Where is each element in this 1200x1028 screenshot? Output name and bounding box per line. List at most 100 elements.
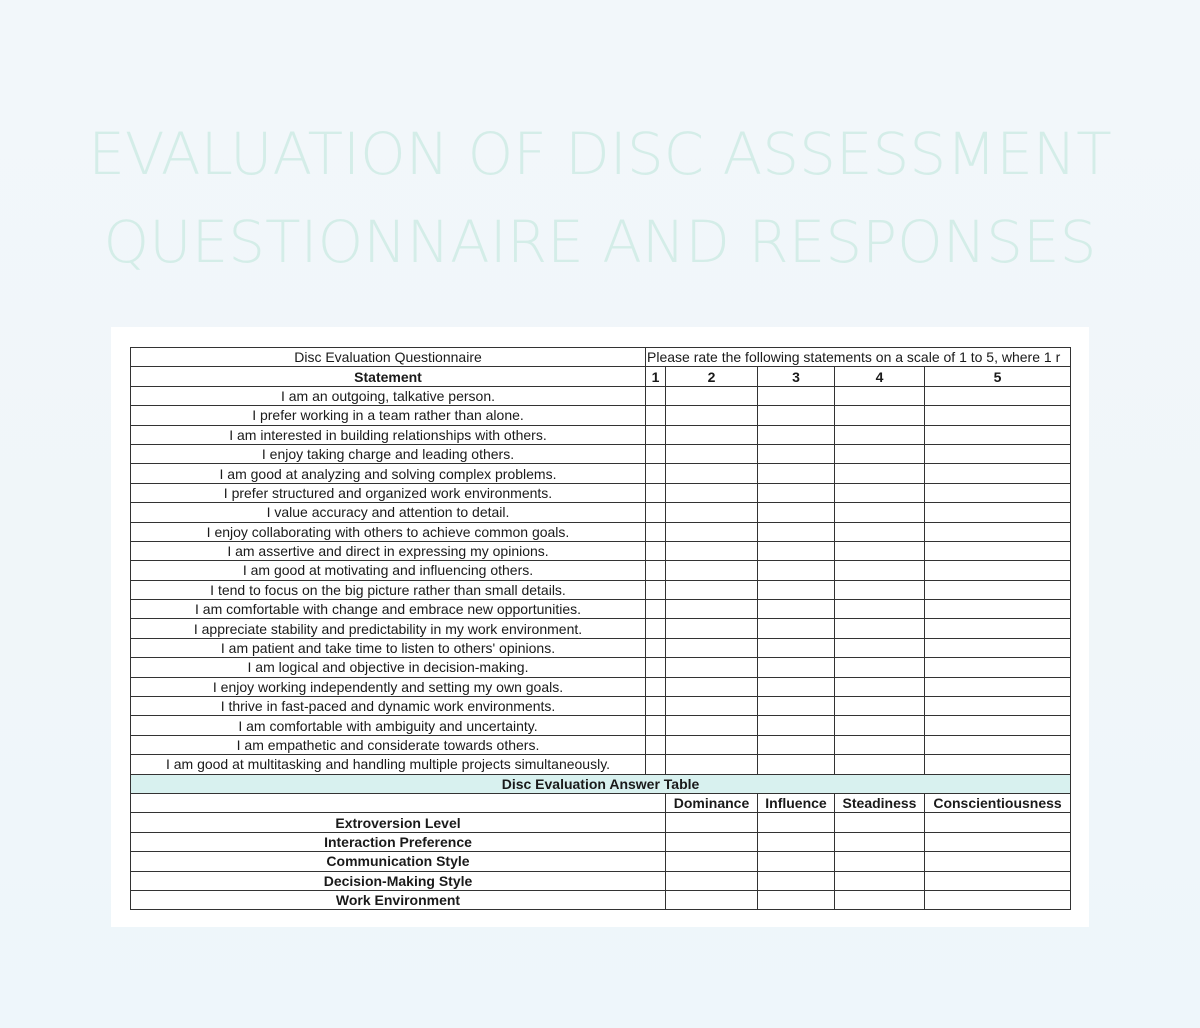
answer-cell-dominance[interactable] (665, 870, 758, 891)
rating-cell-4[interactable] (834, 618, 925, 639)
rating-cell-4[interactable] (834, 754, 925, 775)
rating-cell-3[interactable] (757, 734, 835, 756)
rating-cell-4[interactable] (834, 521, 925, 542)
rating-cell-4[interactable] (834, 424, 925, 445)
statement-text[interactable]: I am an outgoing, talkative person. (130, 385, 646, 407)
rating-cell-1[interactable] (645, 443, 666, 465)
rating-cell-2[interactable] (665, 618, 758, 639)
statement-text[interactable]: I thrive in fast-paced and dynamic work … (130, 696, 646, 717)
rating-cell-2[interactable] (665, 579, 758, 601)
answer-cell-conscientiousness[interactable] (923, 812, 1072, 833)
answer-cell-steadiness[interactable] (834, 831, 925, 853)
rating-cell-4[interactable] (834, 385, 925, 407)
answer-row-label[interactable]: Communication Style (130, 851, 666, 872)
rating-cell-3[interactable] (757, 715, 835, 736)
rating-cell-1[interactable] (645, 734, 666, 756)
answer-header-conscientiousness[interactable]: Conscientiousness (923, 792, 1072, 814)
statement-text[interactable]: I am logical and objective in decision-m… (130, 657, 646, 678)
answer-cell-influence[interactable] (757, 812, 835, 833)
rating-cell-2[interactable] (665, 715, 758, 736)
rating-cell-1[interactable] (645, 754, 666, 775)
rating-cell-5[interactable] (923, 579, 1072, 601)
statement-text[interactable]: I am good at multitasking and handling m… (130, 754, 646, 775)
rating-cell-2[interactable] (665, 599, 758, 620)
rating-cell-3[interactable] (757, 599, 835, 620)
answer-cell-dominance[interactable] (665, 851, 758, 872)
rating-cell-2[interactable] (665, 657, 758, 678)
header-rating-2[interactable]: 2 (665, 366, 758, 387)
answer-row-label[interactable]: Work Environment (130, 889, 666, 911)
rating-cell-5[interactable] (923, 754, 1072, 775)
rating-cell-4[interactable] (834, 676, 925, 698)
answer-cell-influence[interactable] (757, 851, 835, 872)
answer-cell-influence[interactable] (757, 831, 835, 853)
answer-row-label[interactable]: Extroversion Level (130, 812, 666, 833)
statement-text[interactable]: I am assertive and direct in expressing … (130, 540, 646, 562)
rating-cell-5[interactable] (923, 443, 1072, 465)
rating-cell-2[interactable] (665, 676, 758, 698)
rating-cell-2[interactable] (665, 502, 758, 523)
rating-cell-4[interactable] (834, 599, 925, 620)
answer-header-blank[interactable] (130, 792, 666, 814)
rating-cell-4[interactable] (834, 482, 925, 504)
rating-cell-2[interactable] (665, 560, 758, 581)
rating-cell-5[interactable] (923, 424, 1072, 445)
rating-cell-1[interactable] (645, 521, 666, 542)
statement-text[interactable]: I value accuracy and attention to detail… (130, 502, 646, 523)
rating-cell-1[interactable] (645, 540, 666, 562)
rating-cell-3[interactable] (757, 463, 835, 484)
answer-cell-steadiness[interactable] (834, 870, 925, 891)
answer-cell-influence[interactable] (757, 889, 835, 911)
answer-cell-influence[interactable] (757, 870, 835, 891)
answer-cell-steadiness[interactable] (834, 812, 925, 833)
statement-text[interactable]: I enjoy collaborating with others to ach… (130, 521, 646, 542)
rating-cell-5[interactable] (923, 385, 1072, 407)
rating-cell-1[interactable] (645, 715, 666, 736)
rating-cell-5[interactable] (923, 618, 1072, 639)
rating-cell-2[interactable] (665, 482, 758, 504)
rating-cell-3[interactable] (757, 637, 835, 659)
rating-cell-2[interactable] (665, 443, 758, 465)
rating-cell-5[interactable] (923, 696, 1072, 717)
rating-cell-1[interactable] (645, 424, 666, 445)
answer-cell-conscientiousness[interactable] (923, 889, 1072, 911)
rating-cell-3[interactable] (757, 405, 835, 426)
rating-cell-1[interactable] (645, 482, 666, 504)
rating-cell-3[interactable] (757, 579, 835, 601)
rating-cell-3[interactable] (757, 696, 835, 717)
statement-text[interactable]: I enjoy working independently and settin… (130, 676, 646, 698)
answer-cell-conscientiousness[interactable] (923, 870, 1072, 891)
rating-cell-2[interactable] (665, 463, 758, 484)
rating-cell-1[interactable] (645, 657, 666, 678)
answer-cell-dominance[interactable] (665, 831, 758, 853)
rating-cell-5[interactable] (923, 463, 1072, 484)
rating-cell-5[interactable] (923, 599, 1072, 620)
answer-cell-steadiness[interactable] (834, 889, 925, 911)
header-statement[interactable]: Statement (130, 366, 646, 387)
statement-text[interactable]: I am interested in building relationship… (130, 424, 646, 445)
rating-cell-2[interactable] (665, 734, 758, 756)
rating-cell-3[interactable] (757, 560, 835, 581)
statement-text[interactable]: I prefer structured and organized work e… (130, 482, 646, 504)
statement-text[interactable]: I tend to focus on the big picture rathe… (130, 579, 646, 601)
rating-cell-5[interactable] (923, 637, 1072, 659)
rating-cell-4[interactable] (834, 560, 925, 581)
rating-cell-3[interactable] (757, 482, 835, 504)
answer-cell-conscientiousness[interactable] (923, 851, 1072, 872)
answer-row-label[interactable]: Interaction Preference (130, 831, 666, 853)
rating-cell-3[interactable] (757, 676, 835, 698)
rating-cell-2[interactable] (665, 385, 758, 407)
answer-header-steadiness[interactable]: Steadiness (834, 792, 925, 814)
rating-cell-4[interactable] (834, 405, 925, 426)
rating-cell-1[interactable] (645, 599, 666, 620)
statement-text[interactable]: I am patient and take time to listen to … (130, 637, 646, 659)
rating-cell-2[interactable] (665, 696, 758, 717)
rating-cell-1[interactable] (645, 560, 666, 581)
statement-text[interactable]: I appreciate stability and predictabilit… (130, 618, 646, 639)
rating-cell-5[interactable] (923, 405, 1072, 426)
rating-cell-5[interactable] (923, 676, 1072, 698)
rating-cell-2[interactable] (665, 405, 758, 426)
rating-cell-4[interactable] (834, 696, 925, 717)
rating-cell-2[interactable] (665, 540, 758, 562)
rating-cell-3[interactable] (757, 754, 835, 775)
